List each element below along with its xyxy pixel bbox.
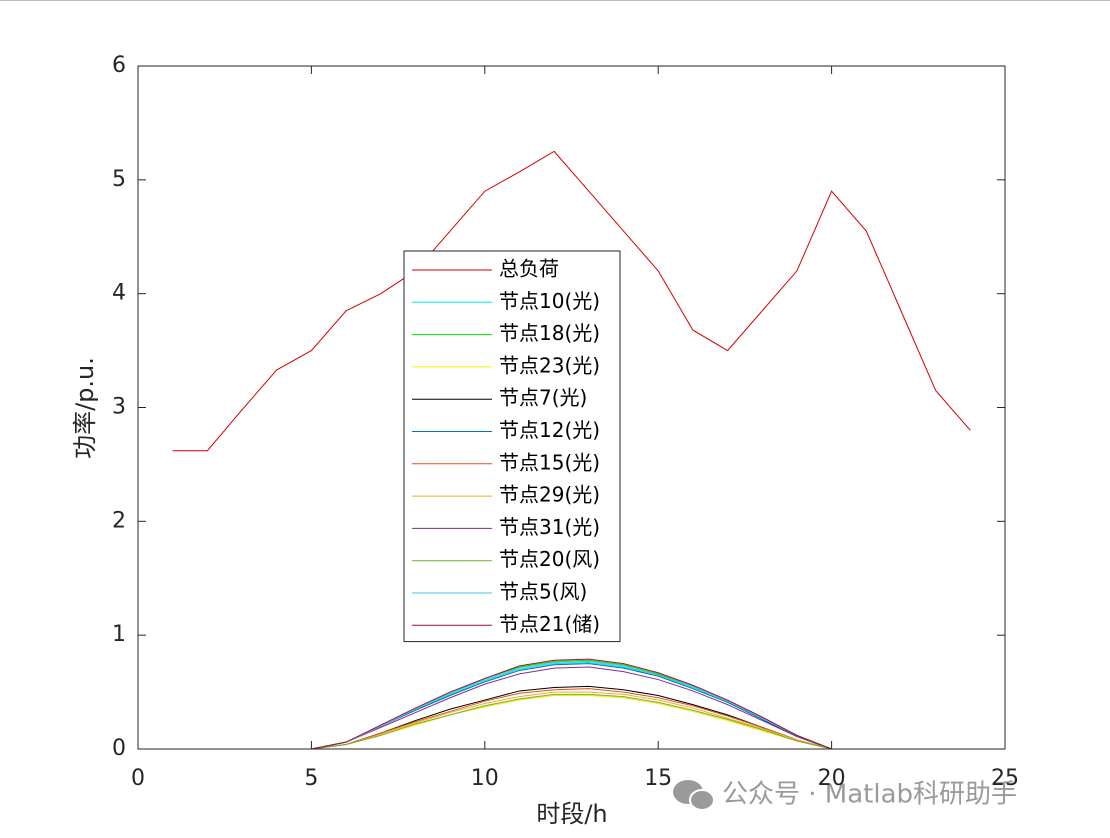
legend-label: 节点18(光) bbox=[499, 321, 600, 345]
y-tick-label: 2 bbox=[112, 508, 126, 533]
series-line bbox=[172, 150, 971, 452]
legend-label: 节点5(风) bbox=[499, 580, 587, 604]
legend-label: 节点15(光) bbox=[499, 450, 600, 474]
legend-label: 节点29(光) bbox=[499, 483, 600, 507]
y-tick-label: 3 bbox=[112, 395, 126, 420]
legend-label: 节点21(储) bbox=[499, 612, 600, 636]
x-tick-label: 20 bbox=[818, 766, 846, 791]
x-tick-label: 15 bbox=[644, 766, 672, 791]
legend-label: 节点12(光) bbox=[499, 418, 600, 442]
y-tick-label: 5 bbox=[112, 167, 126, 192]
y-tick-label: 0 bbox=[112, 736, 126, 761]
legend-label: 总负荷 bbox=[499, 257, 559, 281]
x-tick-label: 10 bbox=[471, 766, 499, 791]
watermark-icon bbox=[673, 780, 715, 811]
legend-label: 节点31(光) bbox=[499, 515, 600, 539]
x-tick-label: 0 bbox=[131, 766, 145, 791]
legend-label: 节点23(光) bbox=[499, 353, 600, 377]
legend-label: 节点7(光) bbox=[499, 386, 587, 410]
x-axis-label: 时段/h bbox=[536, 800, 607, 828]
x-tick-label: 25 bbox=[991, 766, 1019, 791]
legend-label: 节点20(风) bbox=[499, 547, 600, 571]
legend-box bbox=[403, 250, 621, 643]
legend-label: 节点10(光) bbox=[499, 289, 600, 313]
y-tick-label: 6 bbox=[112, 53, 126, 78]
y-tick-label: 4 bbox=[112, 281, 126, 306]
y-tick-label: 1 bbox=[112, 622, 126, 647]
y-axis-label: 功率/p.u. bbox=[71, 357, 99, 459]
x-tick-label: 5 bbox=[304, 766, 318, 791]
watermark: 公众号 · Matlab科研助手 bbox=[722, 780, 1017, 810]
